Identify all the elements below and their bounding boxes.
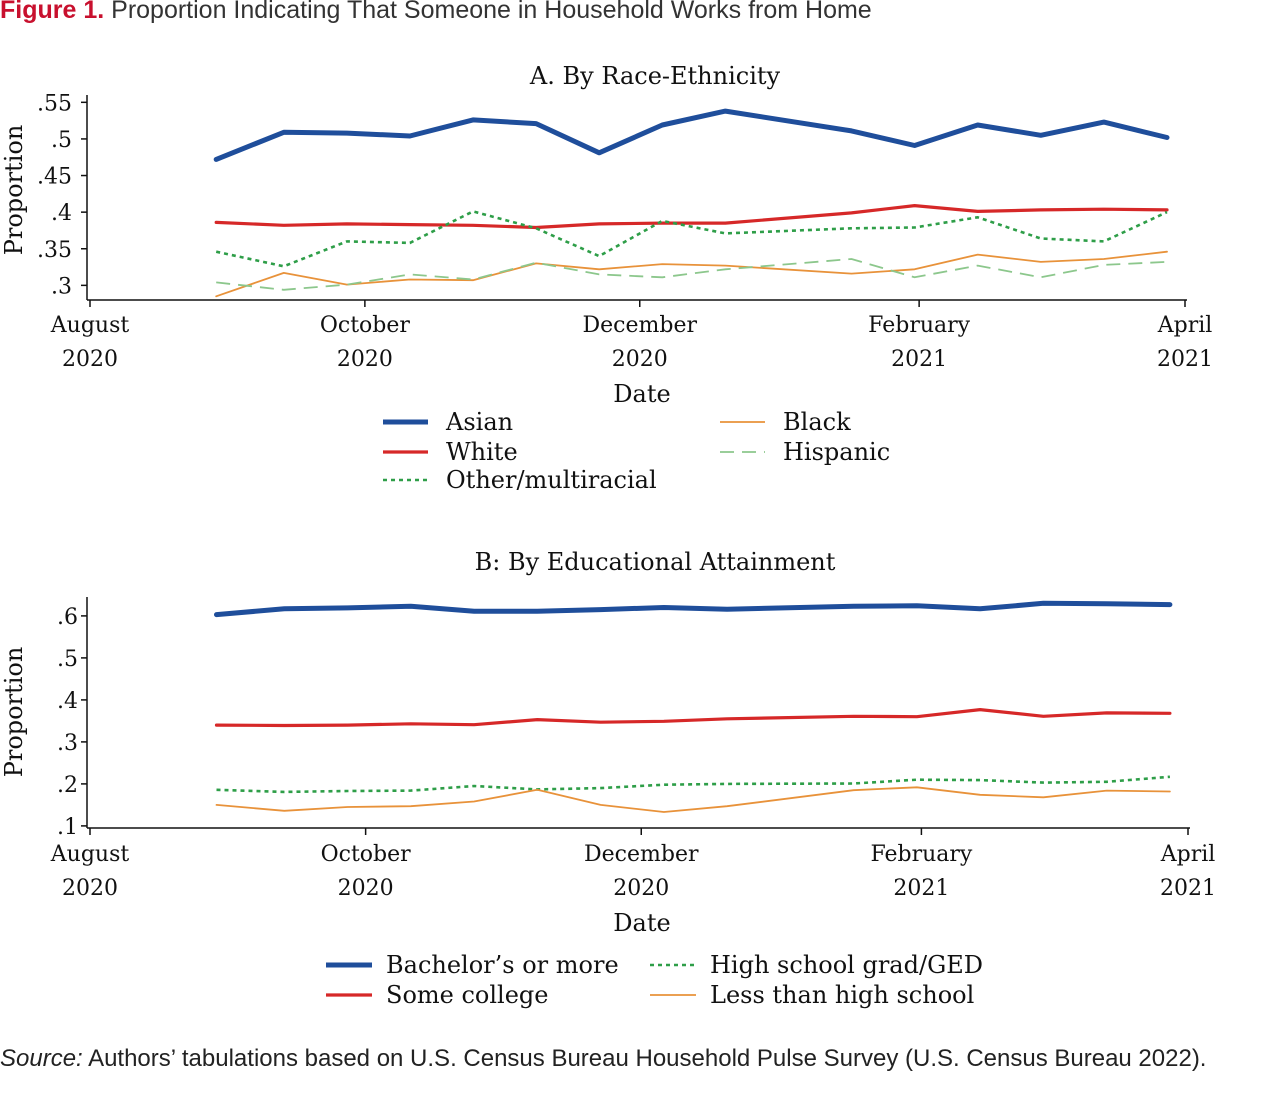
- y-tick-label: .2: [57, 773, 78, 798]
- series-line-bachelor-s-or-more: [214, 600, 1173, 618]
- y-tick-label: .1: [57, 815, 78, 840]
- x-tick-label-year: 2021: [891, 347, 947, 372]
- x-tick-label-month: February: [868, 313, 970, 338]
- legend-label: High school grad/GED: [710, 951, 983, 979]
- y-tick-label: .3: [57, 731, 78, 756]
- x-tick-label-year: 2021: [1160, 876, 1216, 901]
- series-line-asian: [213, 108, 1170, 162]
- y-axis-label: Proportion: [0, 125, 28, 256]
- x-tick-label-month: October: [321, 842, 412, 867]
- y-tick-label: .5: [51, 128, 72, 153]
- y-tick-label: .4: [57, 689, 78, 714]
- x-tick-label-month: April: [1157, 313, 1213, 338]
- x-tick-label-year: 2020: [612, 347, 668, 372]
- y-tick-label: .6: [57, 605, 78, 630]
- series-line-high-school-grad-ged: [216, 775, 1171, 794]
- y-tick-label: .55: [37, 91, 72, 116]
- legend-label: Black: [783, 408, 851, 436]
- panel-b-educational-attainment: B: By Educational Attainment .1 .2 .3 .4 .5 .6…: [0, 548, 1216, 1009]
- chart-title: B: By Educational Attainment: [475, 548, 836, 576]
- legend-label: Hispanic: [783, 438, 890, 466]
- source-label: Source:: [0, 1045, 83, 1072]
- x-tick-label-year: 2020: [338, 876, 394, 901]
- legend-label: Other/multiracial: [446, 466, 657, 494]
- series-line-other-multiracial: [215, 210, 1168, 268]
- x-tick-label-year: 2021: [893, 876, 949, 901]
- x-tick-label-month: December: [583, 313, 698, 338]
- y-axis-label: Proportion: [0, 647, 28, 778]
- legend-label: Asian: [445, 408, 513, 436]
- series-line-black: [215, 250, 1168, 298]
- source-note: Source: Authors’ tabulations based on U.…: [0, 1042, 1275, 1075]
- series-line-white: [214, 204, 1169, 230]
- x-axis-label: Date: [613, 909, 670, 937]
- x-tick-label-month: December: [584, 842, 699, 867]
- legend-label: Bachelor’s or more: [386, 951, 619, 979]
- y-tick-label: .4: [51, 201, 72, 226]
- series-line-hispanic: [216, 258, 1168, 291]
- source-text: Authors’ tabulations based on U.S. Censu…: [82, 1045, 1207, 1072]
- x-tick-label-year: 2020: [337, 347, 393, 372]
- charts-canvas: A. By Race-Ethnicity .3 .35 .4 .45 .5 .55 Propo…: [0, 62, 1216, 1009]
- x-tick-label-month: August: [50, 313, 130, 338]
- x-tick-label-year: 2020: [62, 876, 118, 901]
- x-tick-label-month: April: [1160, 842, 1216, 867]
- y-tick-label: .5: [57, 647, 78, 672]
- legend-label: Some college: [386, 981, 549, 1009]
- x-axis-label: Date: [613, 380, 670, 408]
- y-tick-label: .35: [37, 238, 72, 263]
- y-tick-label: .45: [37, 165, 72, 190]
- x-tick-label-month: August: [50, 842, 130, 867]
- series-line-less-than-high-school: [215, 786, 1171, 813]
- figure-title-text: Proportion Indicating That Someone in Ho…: [111, 0, 872, 24]
- x-tick-label-month: February: [870, 842, 972, 867]
- figure-number: Figure 1.: [0, 0, 105, 24]
- legend-label: White: [446, 438, 518, 466]
- x-tick-label-year: 2020: [62, 347, 118, 372]
- x-tick-label-month: October: [320, 313, 411, 338]
- series-line-some-college: [214, 707, 1172, 728]
- chart-title: A. By Race-Ethnicity: [529, 62, 781, 90]
- x-tick-label-year: 2020: [613, 876, 669, 901]
- legend-label: Less than high school: [710, 981, 974, 1009]
- figure-title: Figure 1. Proportion Indicating That Som…: [0, 0, 872, 25]
- y-tick-label: .3: [51, 274, 72, 299]
- x-tick-label-year: 2021: [1157, 347, 1213, 372]
- panel-a-race-ethnicity: A. By Race-Ethnicity .3 .35 .4 .45 .5 .55 Propo…: [0, 62, 1213, 494]
